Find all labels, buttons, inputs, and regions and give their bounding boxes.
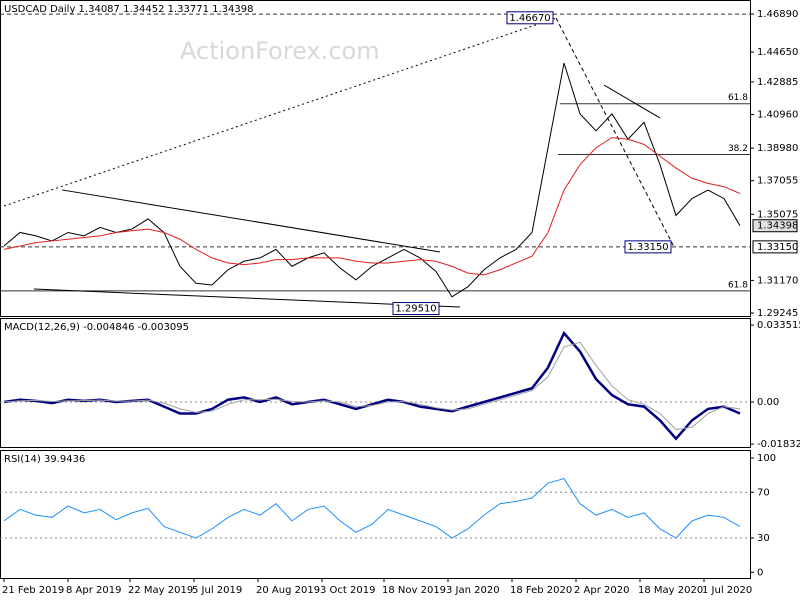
y-tick-label: 100 xyxy=(757,453,776,464)
axis-marker-label: 1.34398 xyxy=(757,221,798,232)
y-tick-label: 0 xyxy=(757,567,763,578)
x-tick-label: 3 Oct 2019 xyxy=(320,585,375,596)
y-tick-label: 1.31170 xyxy=(757,275,798,286)
series-line xyxy=(3,62,741,298)
y-tick-label: -0.018324 xyxy=(757,439,800,450)
y-tick-label: 1.37055 xyxy=(757,176,798,187)
panel-frame xyxy=(0,0,751,317)
level-label: 61.8 xyxy=(728,280,748,290)
trend-line xyxy=(3,17,557,207)
y-tick-label: 0.033515 xyxy=(757,320,800,331)
price-marker-label: 1.33150 xyxy=(627,242,668,253)
y-tick-label: 0.00 xyxy=(757,397,779,408)
series-line xyxy=(3,341,741,431)
watermark: ActionForex.com xyxy=(180,37,380,65)
series-line xyxy=(3,137,741,276)
series-line xyxy=(3,477,741,539)
price-marker-box xyxy=(392,302,440,316)
price-marker-box xyxy=(506,11,554,25)
price-marker-label: 1.46670 xyxy=(509,13,550,24)
x-tick-label: 1 Jul 2020 xyxy=(702,585,752,596)
y-tick-label: 1.38980 xyxy=(757,143,798,154)
level-label: 38.2 xyxy=(728,144,748,154)
y-tick-label: 1.29245 xyxy=(757,308,798,319)
y-tick-label: 1.40960 xyxy=(757,110,798,121)
panel-frame xyxy=(0,318,751,448)
price-marker-label: 1.29510 xyxy=(395,304,436,315)
x-tick-label: 18 May 2020 xyxy=(638,585,703,596)
x-tick-label: 8 Apr 2019 xyxy=(66,585,121,596)
x-tick-label: 21 Feb 2019 xyxy=(2,585,64,596)
trend-line xyxy=(33,288,461,308)
level-label: 61.8 xyxy=(728,93,748,103)
x-tick-label: 2 Apr 2020 xyxy=(574,585,629,596)
panel-title: MACD(12,26,9) -0.004846 -0.003095 xyxy=(4,322,189,333)
panel-title: USDCAD Daily 1.34087 1.34452 1.33771 1.3… xyxy=(4,4,254,15)
x-tick-label: 22 May 2019 xyxy=(128,585,193,596)
trend-line xyxy=(603,84,661,119)
y-tick-label: 1.44650 xyxy=(757,47,798,58)
trend-line xyxy=(61,189,441,253)
trend-line xyxy=(555,17,675,248)
panel-frame xyxy=(0,450,751,579)
x-tick-label: 18 Feb 2020 xyxy=(510,585,572,596)
series-line xyxy=(3,330,741,441)
x-tick-label: 18 Nov 2019 xyxy=(382,585,446,596)
panel-title: RSI(14) 39.9436 xyxy=(4,454,85,465)
x-tick-label: 20 Aug 2019 xyxy=(256,585,320,596)
y-tick-label: 1.42885 xyxy=(757,77,798,88)
price-marker-box xyxy=(624,240,672,254)
y-tick-label: 1.46890 xyxy=(757,9,798,20)
y-tick-label: 1.35075 xyxy=(757,209,798,220)
x-tick-label: 3 Jan 2020 xyxy=(446,585,500,596)
y-tick-label: 70 xyxy=(757,487,770,498)
axis-marker-label: 1.33150 xyxy=(757,242,798,253)
axis-marker-box xyxy=(752,240,798,254)
axis-marker-box xyxy=(752,219,798,233)
y-tick-label: 30 xyxy=(757,533,770,544)
x-tick-label: 5 Jul 2019 xyxy=(192,585,242,596)
